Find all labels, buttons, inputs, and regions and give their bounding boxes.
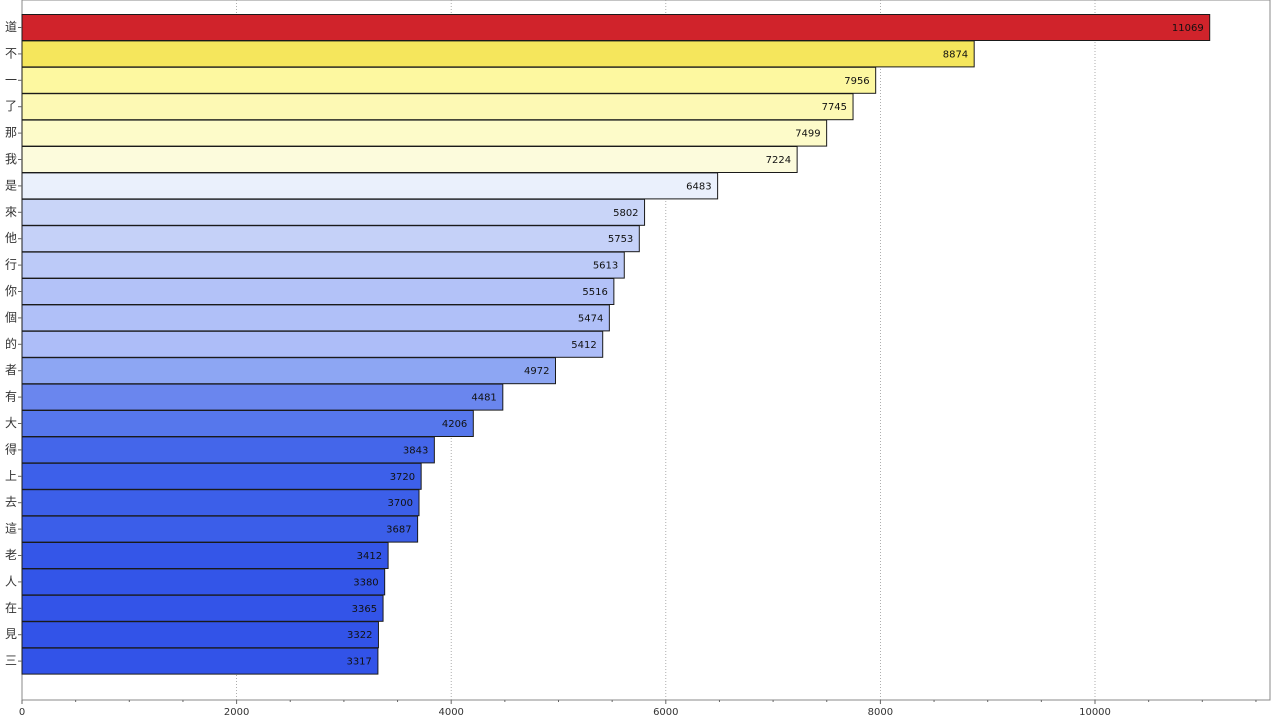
- bar-value-label: 3317: [346, 657, 371, 668]
- category-label: 有: [5, 390, 17, 404]
- bar-value-label: 7499: [795, 129, 820, 140]
- bar: [21, 119, 828, 147]
- bar: [21, 304, 610, 332]
- category-label: 一: [5, 73, 17, 87]
- bar: [21, 515, 419, 543]
- category-label: 得: [5, 441, 17, 456]
- bar-value-label: 5802: [613, 208, 638, 219]
- category-label: 行: [5, 258, 17, 272]
- bar: [21, 330, 604, 358]
- category-label: 他: [5, 231, 17, 245]
- bar: [21, 621, 379, 649]
- bar-value-label: 3412: [357, 551, 382, 562]
- x-tick-label: 2000: [224, 707, 249, 718]
- bar: [21, 278, 615, 305]
- category-label: 去: [5, 495, 17, 509]
- bar-value-label: 3700: [388, 498, 413, 509]
- bar-value-label: 3380: [353, 577, 378, 588]
- category-label: 三: [5, 654, 17, 668]
- x-tick-label: 8000: [868, 707, 893, 718]
- x-tick-label: 10000: [1079, 707, 1111, 718]
- bar: [21, 436, 435, 464]
- bar-value-label: 5753: [608, 234, 633, 245]
- category-label: 見: [5, 627, 17, 641]
- bar-value-label: 7956: [844, 76, 869, 87]
- category-label: 你: [5, 284, 17, 298]
- bar: [21, 410, 474, 437]
- bars: [21, 14, 1211, 675]
- bar: [21, 647, 379, 675]
- bar-value-label: 5412: [571, 340, 596, 351]
- x-tick-label: 4000: [438, 707, 463, 718]
- category-label: 在: [5, 601, 17, 615]
- bar-value-label: 3687: [386, 525, 411, 536]
- bar: [21, 66, 877, 94]
- bar: [21, 198, 646, 226]
- category-label: 老: [5, 548, 17, 562]
- bar: [21, 542, 389, 569]
- x-tick-label: 0: [19, 707, 25, 718]
- category-label: 道: [5, 20, 17, 34]
- bar: [21, 383, 504, 411]
- bar-value-label: 3322: [347, 630, 372, 641]
- bar-value-label: 4972: [524, 366, 549, 377]
- bar-value-label: 3720: [390, 472, 415, 483]
- category-label: 者: [5, 363, 17, 377]
- bar: [21, 146, 798, 173]
- bar: [21, 594, 384, 622]
- bar-value-label: 3843: [403, 445, 428, 456]
- category-label: 的: [5, 336, 17, 351]
- bar: [21, 172, 719, 200]
- bar: [21, 93, 854, 121]
- bar: [21, 462, 422, 490]
- bar: [21, 489, 420, 517]
- category-label: 我: [5, 152, 17, 166]
- category-label: 是: [5, 178, 17, 192]
- bar-value-label: 7224: [766, 155, 791, 166]
- bar-value-label: 6483: [686, 181, 711, 192]
- bar-value-label: 4206: [442, 419, 467, 430]
- bar-value-label: 4481: [471, 393, 496, 404]
- bar-value-label: 5613: [593, 261, 618, 272]
- bar: [21, 40, 975, 68]
- category-label: 不: [5, 46, 17, 60]
- category-label: 那: [5, 126, 17, 140]
- category-label: 個: [5, 310, 17, 324]
- bar-value-label: 3365: [352, 604, 377, 615]
- bar-value-label: 5516: [582, 287, 607, 298]
- category-label: 大: [5, 416, 17, 430]
- x-axis-ticks: 0 2000 4000 6000 8000 10000: [19, 700, 1257, 718]
- bar: [21, 251, 625, 279]
- data-labels: 11069 8874 7956 7745 7499 7224 6483 5802 5753 561…: [346, 23, 1203, 668]
- bar-value-label: 5474: [578, 313, 603, 324]
- bar-value-label: 11069: [1172, 23, 1204, 34]
- category-label: 來: [5, 205, 17, 219]
- bar: [21, 225, 640, 253]
- x-tick-label: 6000: [653, 707, 678, 718]
- category-label: 這: [5, 521, 17, 536]
- bar-value-label: 7745: [822, 102, 847, 113]
- bar: [21, 357, 556, 385]
- bar: [21, 14, 1211, 41]
- category-label: 了: [5, 99, 17, 113]
- bar: [21, 568, 386, 596]
- bar-value-label: 8874: [943, 49, 968, 60]
- category-label: 上: [5, 469, 17, 483]
- category-label: 人: [5, 574, 17, 588]
